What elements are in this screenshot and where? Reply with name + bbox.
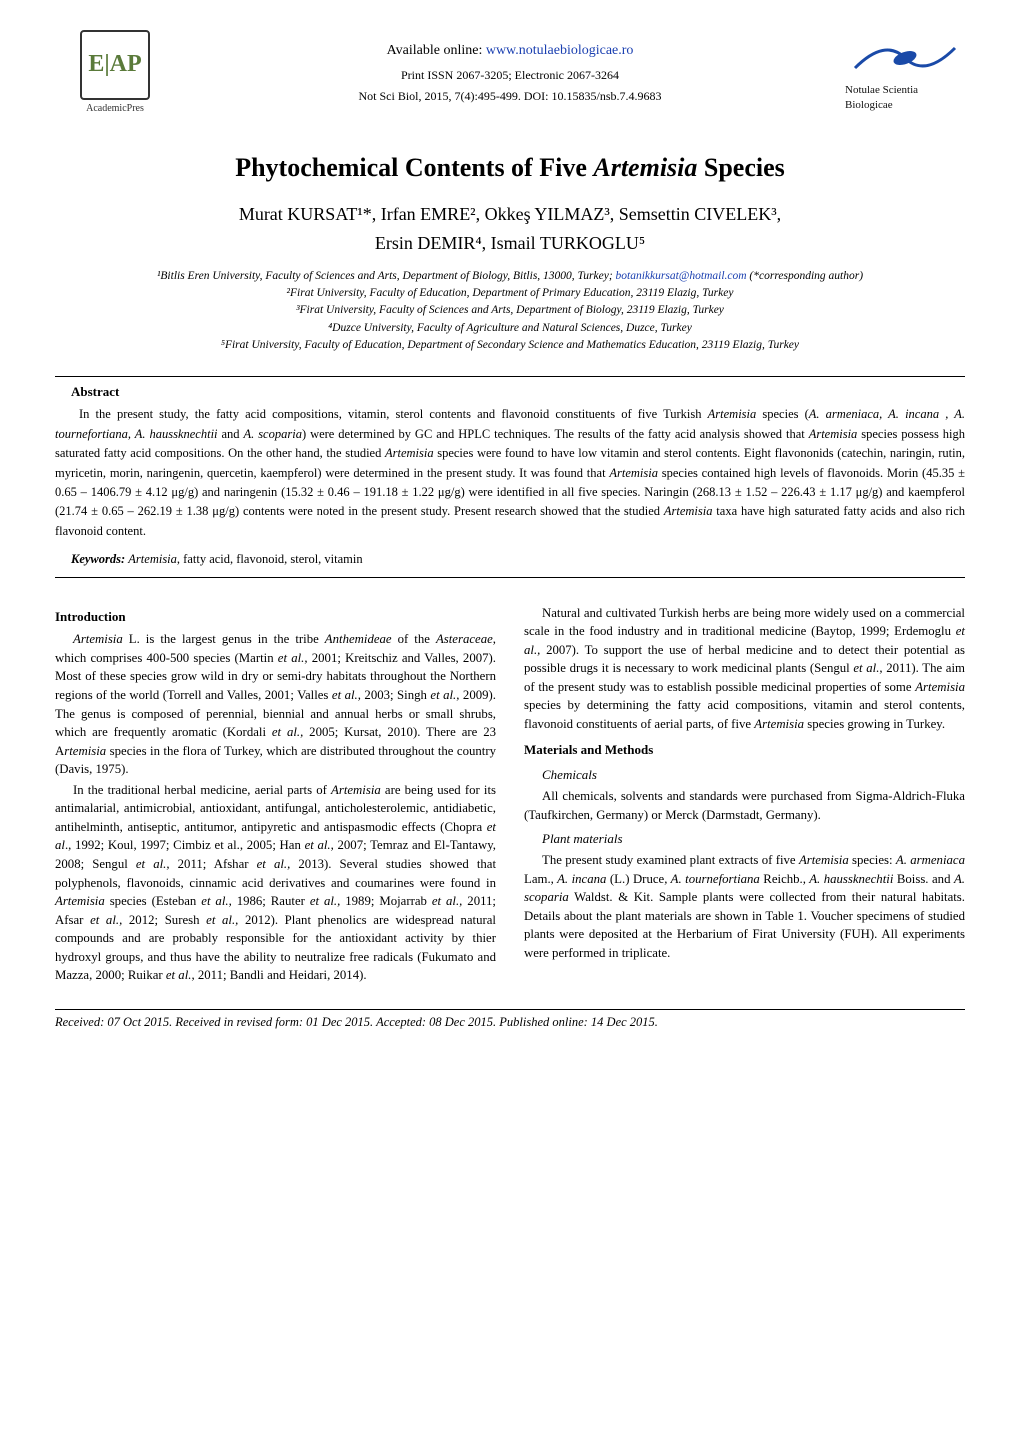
intro-para-2: In the traditional herbal medicine, aeri… bbox=[55, 781, 496, 985]
divider-bottom bbox=[55, 577, 965, 578]
publisher-logo-box: E|AP bbox=[80, 30, 150, 100]
intro-para-3: Natural and cultivated Turkish herbs are… bbox=[524, 604, 965, 734]
header-center: Available online: www.notulaebiologicae.… bbox=[175, 41, 845, 104]
title-pre: Phytochemical Contents of Five bbox=[235, 153, 593, 182]
affiliation-5: ⁵Firat University, Faculty of Education,… bbox=[55, 337, 965, 354]
authors-line-2: Ersin DEMIR⁴, Ismail TURKOGLU⁵ bbox=[55, 229, 965, 258]
methods-heading: Materials and Methods bbox=[524, 741, 965, 760]
chemicals-para: All chemicals, solvents and standards we… bbox=[524, 787, 965, 824]
affil-1-post: (*corresponding author) bbox=[747, 270, 863, 282]
authors-block: Murat KURSAT¹*, Irfan EMRE², Okkeş YILMA… bbox=[55, 200, 965, 258]
intro-para-1: Artemisia L. is the largest genus in the… bbox=[55, 630, 496, 778]
divider-top bbox=[55, 376, 965, 377]
header-row: E|AP AcademicPres Available online: www.… bbox=[55, 30, 965, 116]
abstract-body: In the present study, the fatty acid com… bbox=[55, 405, 965, 541]
authors-line-1: Murat KURSAT¹*, Irfan EMRE², Okkeş YILMA… bbox=[55, 200, 965, 229]
keywords-label: Keywords: bbox=[71, 552, 125, 566]
keywords-text: Artemisia, fatty acid, flavonoid, sterol… bbox=[125, 552, 362, 566]
body-columns: Introduction Artemisia L. is the largest… bbox=[55, 604, 965, 985]
abstract-heading: Abstract bbox=[71, 383, 965, 401]
article-title: Phytochemical Contents of Five Artemisia… bbox=[55, 150, 965, 186]
affiliation-3: ³Firat University, Faculty of Sciences a… bbox=[55, 302, 965, 319]
affiliations-block: ¹Bitlis Eren University, Faculty of Scie… bbox=[55, 268, 965, 354]
corresponding-email-link[interactable]: botanikkursat@hotmail.com bbox=[616, 270, 747, 282]
chemicals-subheading: Chemicals bbox=[542, 766, 965, 785]
received-footer: Received: 07 Oct 2015. Received in revis… bbox=[55, 1009, 965, 1032]
affil-1-pre: ¹Bitlis Eren University, Faculty of Scie… bbox=[157, 270, 616, 282]
publisher-logo-left: E|AP AcademicPres bbox=[55, 30, 175, 116]
plant-materials-subheading: Plant materials bbox=[542, 830, 965, 849]
available-online: Available online: www.notulaebiologicae.… bbox=[175, 41, 845, 61]
keywords-line: Keywords: Artemisia, fatty acid, flavono… bbox=[71, 551, 965, 569]
affiliation-4: ⁴Duzce University, Faculty of Agricultur… bbox=[55, 320, 965, 337]
available-prefix: Available online: bbox=[387, 43, 486, 58]
citation-line: Not Sci Biol, 2015, 7(4):495-499. DOI: 1… bbox=[175, 88, 845, 105]
affiliation-1: ¹Bitlis Eren University, Faculty of Scie… bbox=[55, 268, 965, 285]
journal-logo-right: Notulae Scientia Biologicae bbox=[845, 33, 965, 114]
nsb-leaf-icon bbox=[845, 33, 965, 83]
introduction-heading: Introduction bbox=[55, 608, 496, 627]
journal-url-link[interactable]: www.notulaebiologicae.ro bbox=[486, 43, 634, 58]
title-genus: Artemisia bbox=[593, 153, 697, 182]
title-post: Species bbox=[697, 153, 784, 182]
plant-materials-para: The present study examined plant extract… bbox=[524, 851, 965, 962]
issn-line: Print ISSN 2067-3205; Electronic 2067-32… bbox=[175, 67, 845, 84]
publisher-logo-caption: AcademicPres bbox=[86, 102, 144, 116]
journal-logo-caption: Notulae Scientia Biologicae bbox=[845, 83, 965, 114]
affiliation-2: ²Firat University, Faculty of Education,… bbox=[55, 285, 965, 302]
